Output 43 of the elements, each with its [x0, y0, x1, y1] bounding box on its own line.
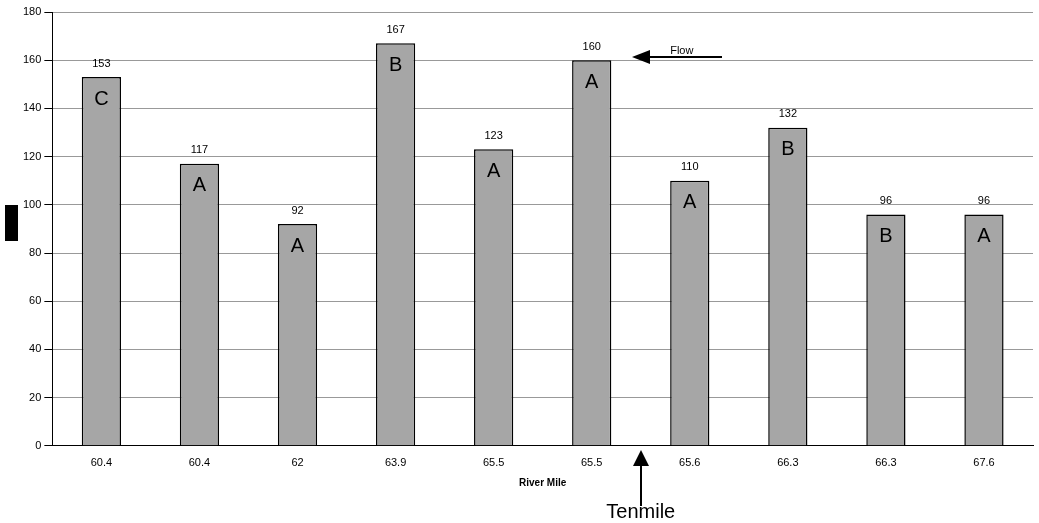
- x-tick-label: 66.3: [875, 456, 897, 469]
- y-tick-label: 20: [29, 390, 42, 403]
- data-label: 123: [484, 128, 503, 141]
- y-tick-label: 60: [29, 294, 42, 307]
- x-tick-label: 65.6: [679, 456, 701, 469]
- annotation: A: [486, 158, 501, 181]
- x-tick-label: 66.3: [777, 456, 799, 469]
- x-tick-label: 63.9: [384, 456, 407, 469]
- y-tick-label: 120: [22, 149, 42, 162]
- y-tick-label: 160: [22, 53, 42, 66]
- x-tick-label: 60.4: [90, 456, 113, 469]
- annotation: A: [683, 190, 698, 213]
- data-label: 96: [977, 193, 991, 206]
- x-tick-label: 62: [291, 456, 304, 469]
- annotation: A: [290, 233, 305, 256]
- text: Tenmile: [606, 500, 676, 522]
- x-tick-label: 65.5: [581, 456, 603, 469]
- annotation: B: [781, 137, 795, 160]
- annotation: B: [388, 52, 403, 75]
- data-label: 167: [386, 22, 405, 35]
- y-tick-label: 100: [22, 197, 42, 210]
- annotation: A: [977, 223, 992, 246]
- y-tick-label: 180: [22, 5, 42, 18]
- x-tick-label: 65.5: [482, 456, 505, 469]
- data-label: 153: [92, 56, 111, 69]
- annotation: A: [192, 173, 207, 196]
- annotation: A: [585, 69, 600, 92]
- x-tick-label: 60.4: [188, 456, 211, 469]
- annotation: Flow: [670, 43, 694, 56]
- data-label: 132: [778, 107, 798, 120]
- y-tick-label: 0: [35, 438, 42, 451]
- data-label: 117: [190, 143, 209, 156]
- annotation: B: [879, 223, 893, 246]
- annotation: C: [94, 86, 109, 109]
- y-tick-label: 40: [29, 342, 42, 355]
- y-tick-label: 80: [29, 246, 42, 259]
- data-label: 92: [291, 203, 304, 216]
- data-label: 160: [582, 39, 601, 52]
- y-tick-label: 140: [22, 101, 42, 114]
- x-tick-label: 67.6: [973, 456, 995, 469]
- data-label: 110: [681, 160, 699, 173]
- data-label: 96: [879, 193, 893, 206]
- x-axis-title: River Mile: [519, 476, 567, 488]
